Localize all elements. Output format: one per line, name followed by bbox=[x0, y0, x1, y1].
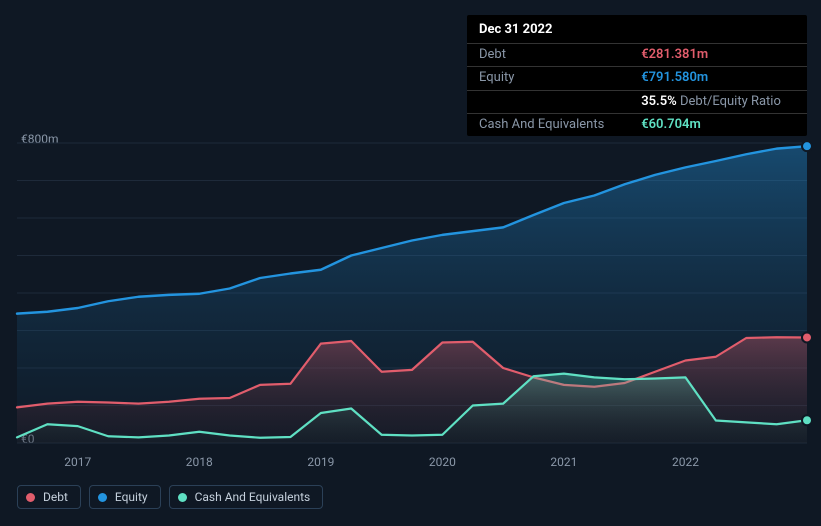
tooltip-row-value: €281.381m bbox=[629, 44, 807, 67]
tooltip-row-label: Cash And Equivalents bbox=[467, 113, 629, 136]
tooltip-row-label: Debt bbox=[467, 44, 629, 67]
legend-dot-icon bbox=[98, 493, 107, 502]
legend-item-debt[interactable]: Debt bbox=[17, 485, 81, 509]
legend-item-cash-and-equivalents[interactable]: Cash And Equivalents bbox=[169, 485, 324, 509]
legend-label: Equity bbox=[115, 490, 148, 504]
chart-legend: Debt Equity Cash And Equivalents bbox=[17, 485, 323, 509]
tooltip-table: Debt€281.381mEquity€791.580m35.5% Debt/E… bbox=[467, 43, 807, 136]
chart-tooltip: Dec 31 2022 Debt€281.381mEquity€791.580m… bbox=[467, 15, 807, 136]
tooltip-row: 35.5% Debt/Equity Ratio bbox=[467, 90, 807, 113]
legend-dot-icon bbox=[26, 493, 35, 502]
tooltip-row-value: 35.5% Debt/Equity Ratio bbox=[629, 90, 807, 113]
legend-dot-icon bbox=[178, 493, 187, 502]
tooltip-row-label bbox=[467, 90, 629, 113]
tooltip-row-label: Equity bbox=[467, 67, 629, 90]
tooltip-row: Equity€791.580m bbox=[467, 67, 807, 90]
tooltip-row-value: €60.704m bbox=[629, 113, 807, 136]
tooltip-row: Debt€281.381m bbox=[467, 44, 807, 67]
legend-label: Cash And Equivalents bbox=[195, 490, 311, 504]
legend-item-equity[interactable]: Equity bbox=[89, 485, 161, 509]
legend-label: Debt bbox=[43, 490, 68, 504]
equity-end-dot bbox=[802, 141, 812, 151]
tooltip-row: Cash And Equivalents€60.704m bbox=[467, 113, 807, 136]
debt-end-dot bbox=[802, 332, 812, 342]
cash-end-dot bbox=[802, 415, 812, 425]
tooltip-row-value: €791.580m bbox=[629, 67, 807, 90]
tooltip-date: Dec 31 2022 bbox=[467, 21, 807, 43]
